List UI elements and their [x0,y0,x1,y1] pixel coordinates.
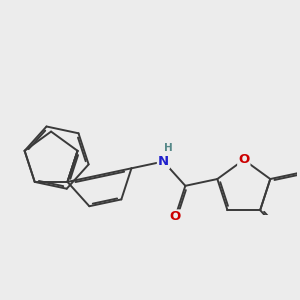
Text: O: O [238,153,249,166]
Text: H: H [164,143,173,153]
Text: N: N [158,155,169,168]
Text: O: O [169,210,181,224]
